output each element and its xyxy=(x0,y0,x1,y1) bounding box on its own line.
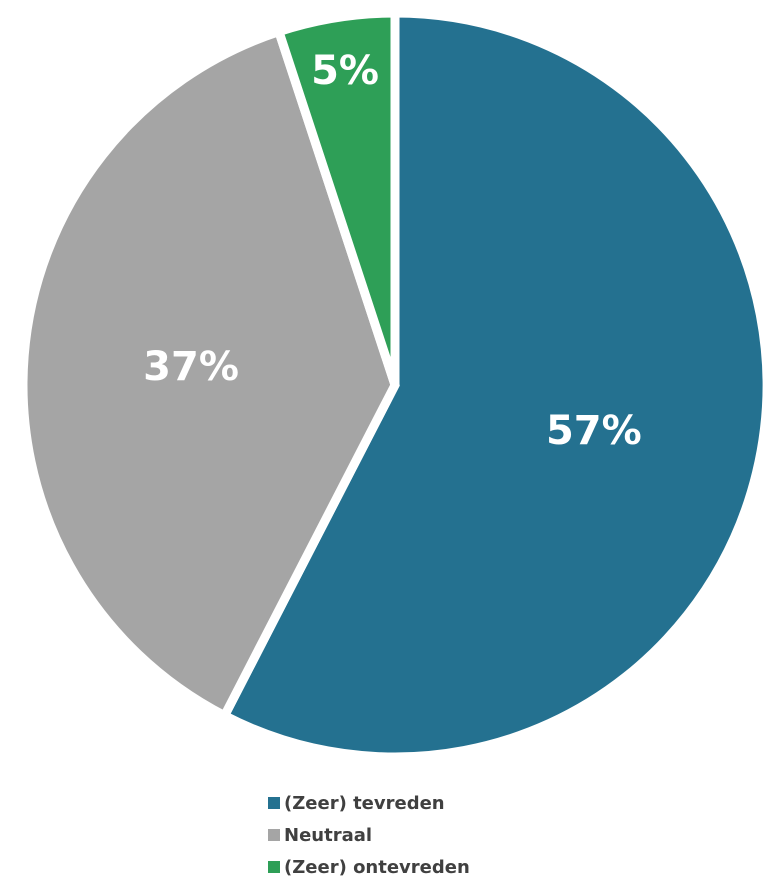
slice-label: 5% xyxy=(311,48,379,94)
legend-label: (Zeer) tevreden xyxy=(284,793,445,814)
pie-slice xyxy=(218,8,765,762)
slice-label: 37% xyxy=(143,344,239,390)
legend-label: (Zeer) ontevreden xyxy=(284,857,470,878)
legend-swatch xyxy=(268,861,280,873)
legend-swatch xyxy=(268,797,280,809)
slice-label: 57% xyxy=(546,408,642,454)
legend-swatch xyxy=(268,829,280,841)
pie-slice xyxy=(273,8,400,387)
legend-label: Neutraal xyxy=(284,825,372,846)
pie-slice xyxy=(18,25,400,722)
